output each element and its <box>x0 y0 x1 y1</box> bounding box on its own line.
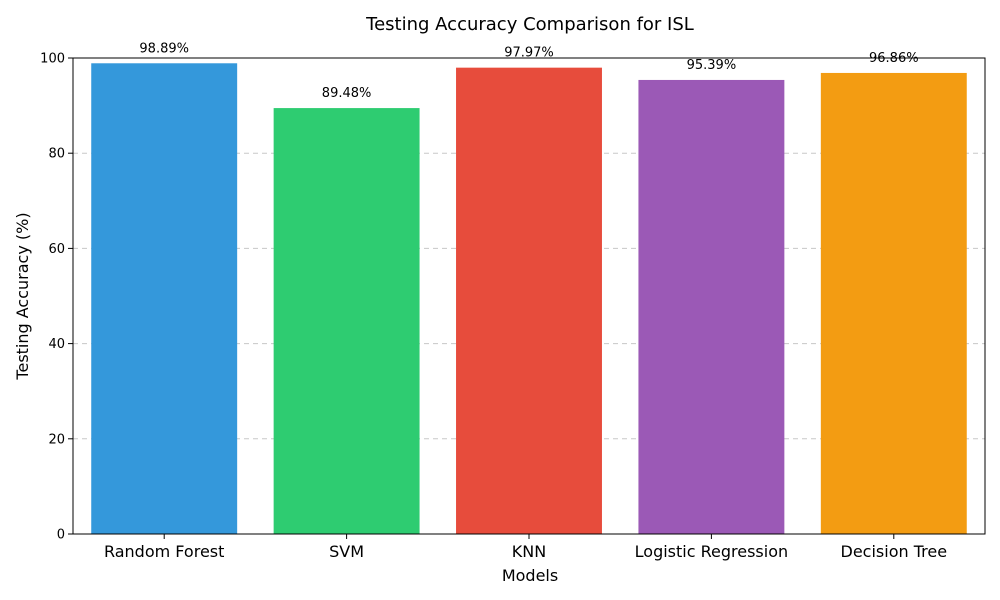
bars <box>91 63 967 535</box>
y-tick-label: 40 <box>48 337 65 352</box>
y-tick-label: 100 <box>40 52 65 67</box>
y-axis-ticks: 0 20 40 60 80 100 <box>40 52 73 543</box>
bar-decision-tree <box>820 72 967 534</box>
x-tick-label: Random Forest <box>104 542 224 561</box>
y-tick-label: 80 <box>48 147 65 162</box>
bar-knn <box>456 67 602 534</box>
y-axis-label: Testing Accuracy (%) <box>13 212 32 380</box>
x-tick-label: Logistic Regression <box>635 542 788 561</box>
bar-random-forest <box>91 63 238 534</box>
y-tick-label: 20 <box>48 432 65 447</box>
y-tick-label: 60 <box>48 242 65 257</box>
y-tick-label: 0 <box>57 528 65 543</box>
x-tick-label: SVM <box>329 542 364 561</box>
chart-title: Testing Accuracy Comparison for ISL <box>365 14 694 35</box>
bar-logistic-regression <box>638 79 785 534</box>
x-tick-label: KNN <box>512 542 546 561</box>
bar-value-label: 89.48% <box>322 86 372 101</box>
bar-value-label: 97.97% <box>504 46 554 61</box>
bar-value-labels: 98.89%89.48%97.97%95.39% 96.86% <box>139 41 918 101</box>
x-axis-ticks: Random Forest SVM KNN Logistic Regression De… <box>104 534 947 561</box>
bar-value-label: 95.39% <box>687 58 737 73</box>
bar-value-label: 98.89% <box>139 41 189 56</box>
x-axis-label: Models <box>502 566 558 585</box>
x-tick-label: Decision Tree <box>841 542 948 561</box>
bar-svm <box>273 108 420 535</box>
